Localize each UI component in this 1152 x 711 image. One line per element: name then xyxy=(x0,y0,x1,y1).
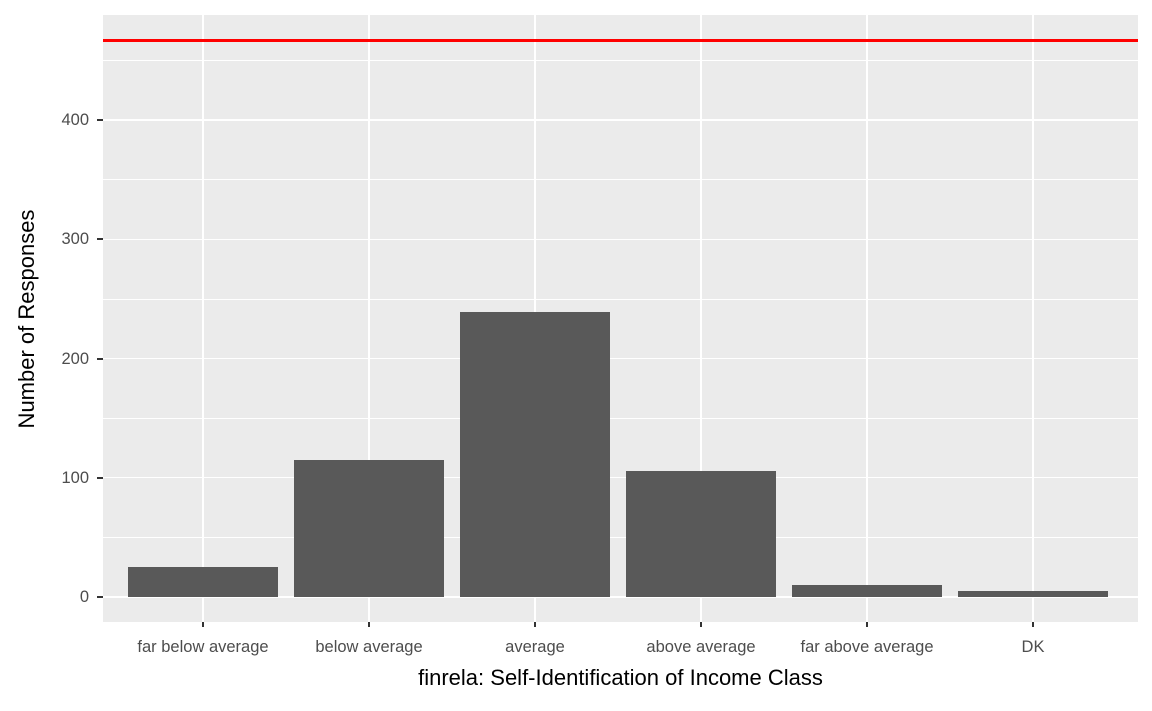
x-tick-mark xyxy=(700,622,702,627)
gridline-vertical xyxy=(700,15,702,622)
bar-far-below-average xyxy=(128,567,278,597)
y-tick-mark xyxy=(97,357,103,360)
gridline-minor xyxy=(103,60,1138,61)
y-tick-mark xyxy=(97,238,103,241)
x-tick-label: below average xyxy=(315,638,423,656)
bar-above-average xyxy=(626,470,776,597)
x-tick-label: DK xyxy=(1021,638,1045,656)
x-tick-label: above average xyxy=(646,638,756,656)
x-tick-label: far below average xyxy=(137,638,269,656)
reference-line xyxy=(103,38,1138,42)
x-tick-mark xyxy=(534,622,536,627)
x-tick-mark xyxy=(1032,622,1034,627)
gridline-vertical xyxy=(866,15,868,622)
gridline-vertical xyxy=(368,15,370,622)
x-tick-label: far above average xyxy=(800,638,934,656)
gridline-major xyxy=(103,357,1138,360)
gridline-minor xyxy=(103,298,1138,300)
gridline-major xyxy=(103,596,1138,598)
gridline-major xyxy=(103,477,1138,479)
plot-panel xyxy=(103,15,1138,622)
y-tick-label: 0 xyxy=(79,587,89,606)
y-tick-label: 300 xyxy=(61,230,89,248)
gridline-vertical xyxy=(1032,15,1034,622)
bar-average xyxy=(460,311,610,597)
gridline-vertical xyxy=(202,15,204,622)
y-tick-label: 100 xyxy=(61,468,89,487)
gridline-major xyxy=(103,238,1138,240)
y-tick-label: 200 xyxy=(61,349,89,368)
y-tick-mark xyxy=(97,476,103,479)
x-tick-mark xyxy=(202,622,204,627)
y-tick-mark xyxy=(97,119,103,121)
y-tick-mark xyxy=(97,596,103,598)
x-tick-label: average xyxy=(505,638,565,656)
gridline-major xyxy=(103,119,1138,121)
gridline-minor xyxy=(103,417,1138,419)
x-axis-title: finrela: Self-Identification of Income C… xyxy=(418,665,823,690)
x-tick-mark xyxy=(866,622,868,627)
bar-below-average xyxy=(294,459,444,597)
x-tick-mark xyxy=(368,622,370,627)
bar-far-above-average xyxy=(792,585,942,597)
bar-dk xyxy=(958,591,1108,597)
gridline-minor xyxy=(103,179,1138,181)
gridline-minor xyxy=(103,537,1138,538)
y-tick-label: 400 xyxy=(61,110,89,129)
